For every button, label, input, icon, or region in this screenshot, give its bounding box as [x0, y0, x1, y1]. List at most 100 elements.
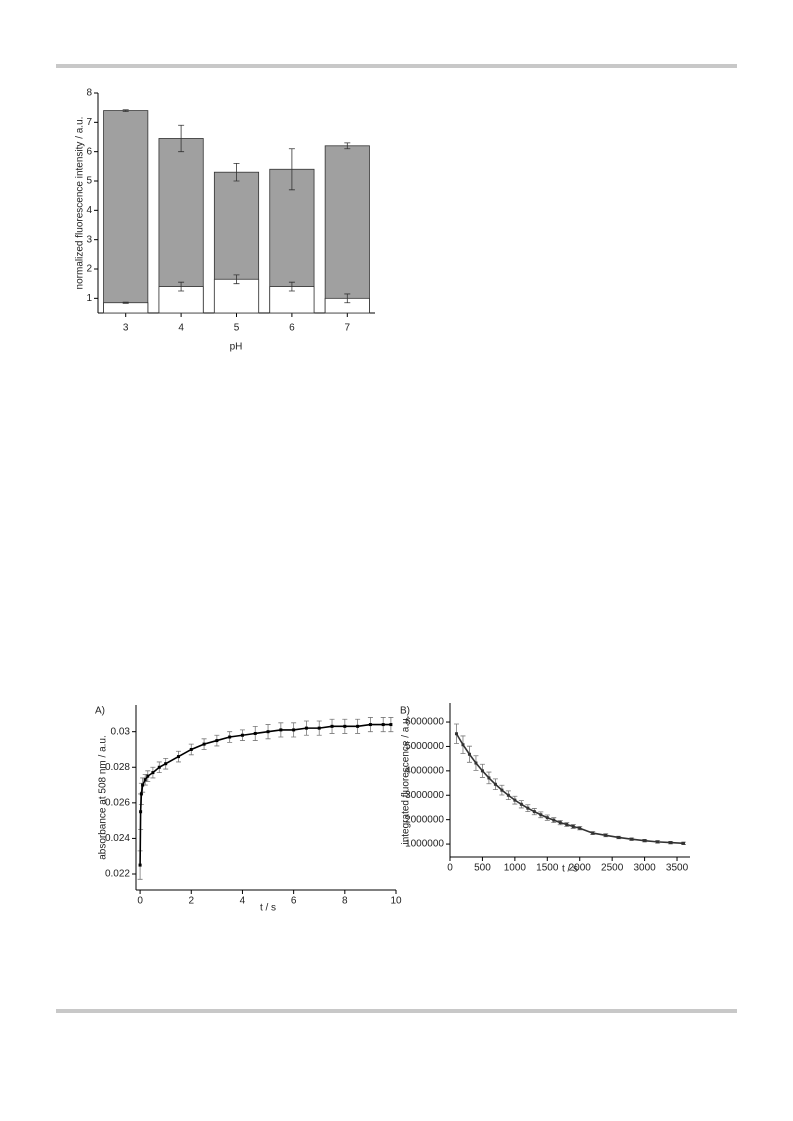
x-tick-label: 2 — [188, 896, 194, 907]
error-bar — [344, 293, 351, 304]
data-point — [552, 818, 556, 822]
error-bar — [178, 124, 185, 153]
bottom-rule — [56, 1009, 737, 1013]
panel-label: A) — [95, 706, 105, 717]
panel-label: B) — [400, 706, 410, 717]
y-tick-label: 0.026 — [105, 797, 130, 808]
data-point — [215, 739, 219, 743]
data-point — [266, 730, 270, 734]
error-bar — [288, 281, 295, 292]
error-bar — [344, 142, 351, 150]
data-point — [532, 810, 536, 814]
data-point — [506, 793, 510, 797]
y-tick-label: 4 — [86, 205, 92, 216]
data-point — [202, 742, 206, 746]
y-tick-label: 1000000 — [405, 839, 444, 850]
x-tick-label: 3000 — [633, 863, 656, 874]
x-tick-label: 6 — [289, 323, 295, 334]
data-point — [591, 831, 595, 835]
y-axis-label: integrated fluorescence / a.u. — [401, 716, 412, 845]
data-point — [461, 743, 465, 747]
data-point — [519, 802, 523, 806]
x-tick-label: 2500 — [601, 863, 624, 874]
data-point — [240, 733, 244, 737]
data-point — [292, 728, 296, 732]
data-point — [454, 732, 458, 736]
data-point — [630, 837, 634, 841]
x-axis-label: pH — [230, 342, 243, 353]
data-point — [643, 839, 647, 843]
x-tick-label: 5 — [234, 323, 240, 334]
error-bar — [233, 274, 240, 285]
y-tick-label: 3000000 — [405, 790, 444, 801]
data-line — [455, 733, 684, 845]
y-tick-label: 7 — [86, 117, 92, 128]
data-point — [604, 833, 608, 837]
y-tick-label: 2000000 — [405, 814, 444, 825]
y-axis-label: absorbance at 508 nm / a.u. — [98, 735, 109, 860]
data-point — [526, 806, 530, 810]
data-point — [682, 841, 686, 845]
data-point — [480, 769, 484, 773]
data-point — [304, 726, 308, 730]
data-point — [474, 761, 478, 765]
data-point — [330, 724, 334, 728]
x-tick-label: 500 — [474, 863, 491, 874]
y-tick-label: 4000000 — [405, 765, 444, 776]
data-point — [381, 723, 385, 727]
x-tick-label: 3500 — [666, 863, 689, 874]
data-point — [228, 735, 232, 739]
data-point — [571, 824, 575, 828]
data-point — [356, 724, 360, 728]
x-tick-label: 10 — [390, 896, 402, 907]
y-tick-label: 0.022 — [105, 869, 130, 880]
data-point — [565, 823, 569, 827]
y-tick-label: 5 — [86, 176, 92, 187]
data-point — [368, 723, 372, 727]
data-point — [656, 840, 660, 844]
data-point — [317, 726, 321, 730]
data-point — [139, 810, 143, 814]
data-point — [617, 835, 621, 839]
data-point — [493, 782, 497, 786]
y-tick-label: 0.03 — [111, 726, 131, 737]
error-bar — [122, 301, 129, 304]
data-point — [157, 765, 161, 769]
y-tick-label: 2 — [86, 264, 92, 275]
y-tick-label: 6 — [86, 146, 92, 157]
data-point — [513, 798, 517, 802]
data-point — [487, 776, 491, 780]
data-point — [558, 821, 562, 825]
data-point — [143, 778, 147, 782]
data-point — [500, 788, 504, 792]
x-tick-label: 2000 — [569, 863, 592, 874]
y-axis-label: normalized fluorescence intensity / a.u. — [75, 117, 86, 290]
y-tick-label: 5000000 — [405, 741, 444, 752]
bar — [103, 110, 149, 314]
y-tick-label: 0.024 — [105, 833, 130, 844]
x-tick-label: 6 — [291, 896, 297, 907]
data-point — [141, 783, 145, 787]
data-point — [176, 755, 180, 759]
bar — [103, 302, 149, 314]
y-tick-label: 3 — [86, 234, 92, 245]
bar — [324, 145, 370, 314]
data-point — [545, 816, 549, 820]
data-line — [139, 723, 391, 866]
x-tick-label: 1000 — [504, 863, 527, 874]
data-point — [253, 731, 257, 735]
x-axis-label: t / s — [562, 864, 578, 875]
x-axis-label: t / s — [260, 903, 276, 914]
y-tick-label: 8 — [86, 88, 92, 99]
error-bar — [233, 163, 240, 182]
data-point — [151, 771, 155, 775]
y-tick-label: 0.028 — [105, 762, 130, 773]
data-point — [146, 774, 150, 778]
data-point — [189, 747, 193, 751]
data-point — [389, 723, 393, 727]
y-tick-label: 1 — [86, 293, 92, 304]
data-point — [578, 826, 582, 830]
x-tick-label: 4 — [240, 896, 246, 907]
data-point — [467, 752, 471, 756]
